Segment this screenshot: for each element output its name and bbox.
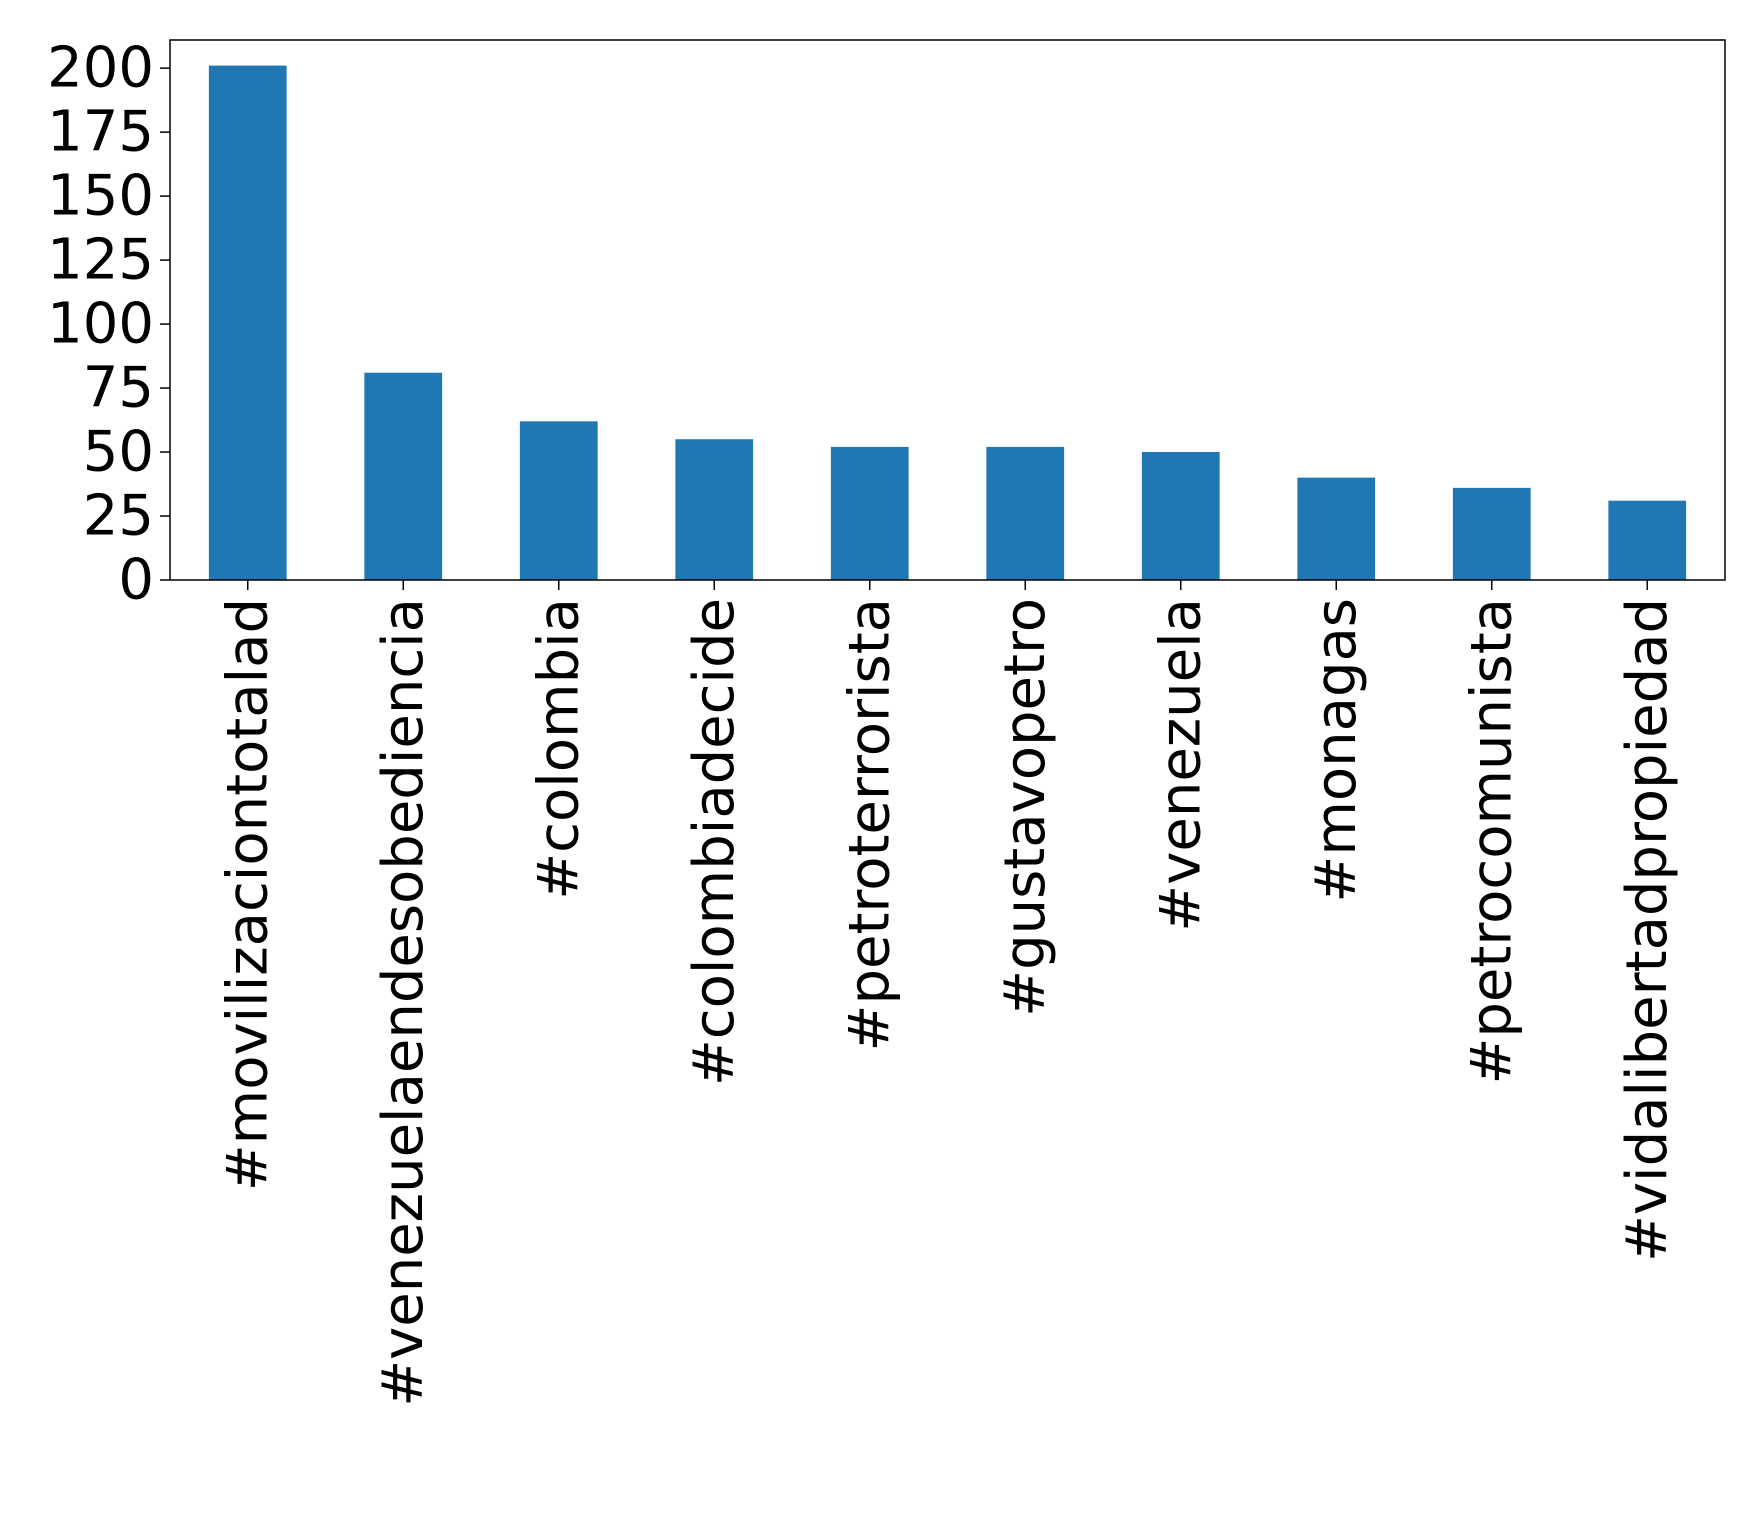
x-tick-label: #venezuela [1148, 598, 1213, 932]
bars-group [208, 65, 1687, 581]
x-tick-label: #movilizaciontotalad [215, 598, 280, 1191]
bar-petroterrorista [830, 446, 909, 580]
y-tick-label: 50 [83, 420, 154, 485]
bar-monagas [1297, 477, 1376, 580]
x-tick-label: #vidalibertadpropiedad [1615, 598, 1680, 1262]
bar-petrocomunista [1452, 487, 1531, 580]
x-tick-label: #gustavopetro [993, 598, 1058, 1017]
bar-vidalibertadpropiedad [1608, 500, 1687, 580]
y-tick-label: 150 [47, 164, 154, 229]
x-tick-label: #petroterrorista [837, 598, 902, 1051]
y-tick-label: 25 [83, 484, 154, 549]
x-tick-label: #colombiadecide [682, 598, 747, 1086]
y-tick-label: 125 [47, 228, 154, 293]
y-tick-label: 175 [47, 100, 154, 165]
y-tick-label: 75 [83, 356, 154, 421]
bar-colombia [519, 421, 598, 580]
bar-venezuelaendesobediencia [364, 372, 443, 580]
bar-colombiadecide [675, 439, 754, 580]
x-tick-label: #monagas [1304, 598, 1369, 903]
bar-gustavopetro [986, 446, 1065, 580]
y-tick-label: 100 [47, 292, 154, 357]
y-tick-label: 200 [47, 36, 154, 101]
x-tick-label: #petrocomunista [1459, 598, 1524, 1085]
plot-frame [169, 39, 1726, 581]
bar-venezuela [1141, 452, 1220, 580]
x-tick-label: #venezuelaendesobediencia [371, 598, 436, 1407]
bar-movilizaciontotalad [208, 65, 287, 581]
x-axis: #movilizaciontotalad #venezuelaendesobedi… [215, 580, 1680, 1407]
x-tick-label: #colombia [526, 598, 591, 900]
y-tick-label: 0 [118, 548, 154, 613]
